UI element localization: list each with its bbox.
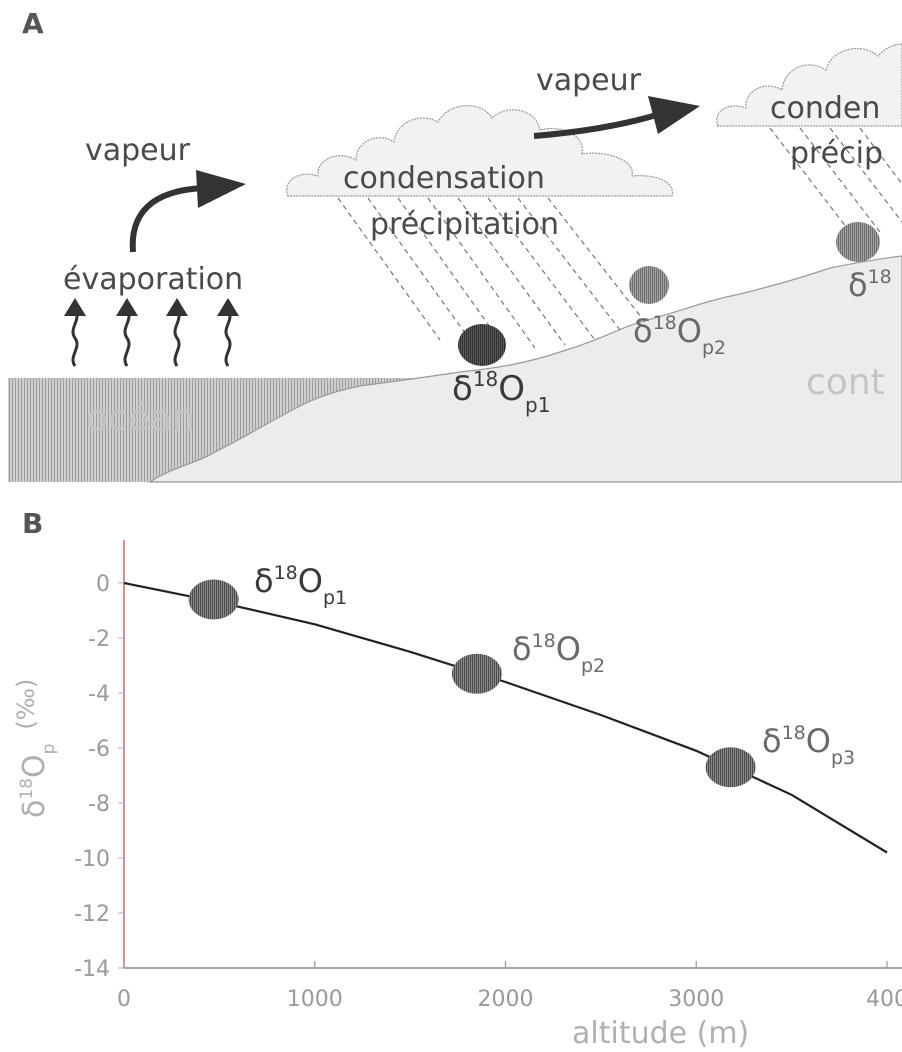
continent-region xyxy=(148,255,902,483)
y-tick-label: -10 xyxy=(74,847,110,872)
point-label-p2: δ18Op2 xyxy=(512,630,605,677)
x-tick-label: 0 xyxy=(117,987,131,1012)
rain-lines-1 xyxy=(337,197,646,349)
vapour-arrow-2 xyxy=(533,111,661,139)
y-tick-label: -14 xyxy=(74,957,110,982)
cloud-2 xyxy=(716,43,902,127)
x-tick-label: 3000 xyxy=(668,987,724,1012)
panel-b: B 0 -2 -4 -6 -8 -10 -12 -14 0 1000 2000 3000 400 δ1… xyxy=(12,507,902,1051)
vapour-arrow-2-head xyxy=(648,96,700,134)
rain-lines-2 xyxy=(769,127,902,233)
sample-ball-p2 xyxy=(629,266,669,304)
y-tick-label: 0 xyxy=(96,572,110,597)
y-tick-label: -4 xyxy=(88,682,110,707)
ocean-label: océan xyxy=(86,398,195,439)
evaporation-arrow-heads xyxy=(64,298,239,316)
y-tick-label: -6 xyxy=(88,737,110,762)
cloud-1 xyxy=(286,105,673,197)
y-ticks: 0 -2 -4 -6 -8 -10 -12 -14 xyxy=(74,572,124,982)
data-line xyxy=(123,581,888,854)
sample-label-p1: δ18Op1 xyxy=(452,367,550,417)
panel-a: A océan cont évaporation vapeur xyxy=(8,7,902,483)
vapour-label-2: vapeur xyxy=(536,63,642,98)
evaporation-arrows xyxy=(71,309,232,367)
data-points xyxy=(188,579,756,788)
x-ticks: 0 1000 2000 3000 400 xyxy=(117,961,902,1012)
y-axis-title: δ18Op(‰) xyxy=(12,679,59,818)
x-tick-label: 400 xyxy=(866,987,902,1012)
continent-label: cont xyxy=(806,362,885,403)
x-tick-label: 2000 xyxy=(478,987,534,1012)
point-label-p3: δ18Op3 xyxy=(762,722,855,769)
vapour-arrow-1-head xyxy=(196,170,246,208)
sample-ball-p3 xyxy=(836,222,880,262)
panel-a-label: A xyxy=(22,7,44,40)
y-tick-label: -2 xyxy=(88,627,110,652)
evaporation-label: évaporation xyxy=(63,262,243,297)
cloud-1-condensation: condensation xyxy=(343,161,545,196)
sample-label-p2: δ18Op2 xyxy=(633,312,726,359)
data-point-p2 xyxy=(451,653,502,694)
cloud-2-condensation: conden xyxy=(770,91,880,126)
y-tick-label: -12 xyxy=(74,902,110,927)
sample-ball-p1 xyxy=(458,324,506,366)
y-tick-label: -8 xyxy=(88,792,110,817)
data-point-p1 xyxy=(188,579,239,620)
vapour-label-1: vapeur xyxy=(85,133,191,168)
vapour-arrow-1 xyxy=(129,185,206,253)
point-label-p1: δ18Op1 xyxy=(254,562,347,609)
x-axis-title: altitude (m) xyxy=(572,1016,749,1051)
cloud-2-precipitation: précip xyxy=(790,136,883,171)
cloud-1-precipitation: précipitation xyxy=(370,207,559,242)
panel-b-label: B xyxy=(22,507,43,540)
data-point-p3 xyxy=(705,747,756,788)
sample-label-p3: δ18 xyxy=(848,266,892,304)
x-tick-label: 1000 xyxy=(287,987,343,1012)
